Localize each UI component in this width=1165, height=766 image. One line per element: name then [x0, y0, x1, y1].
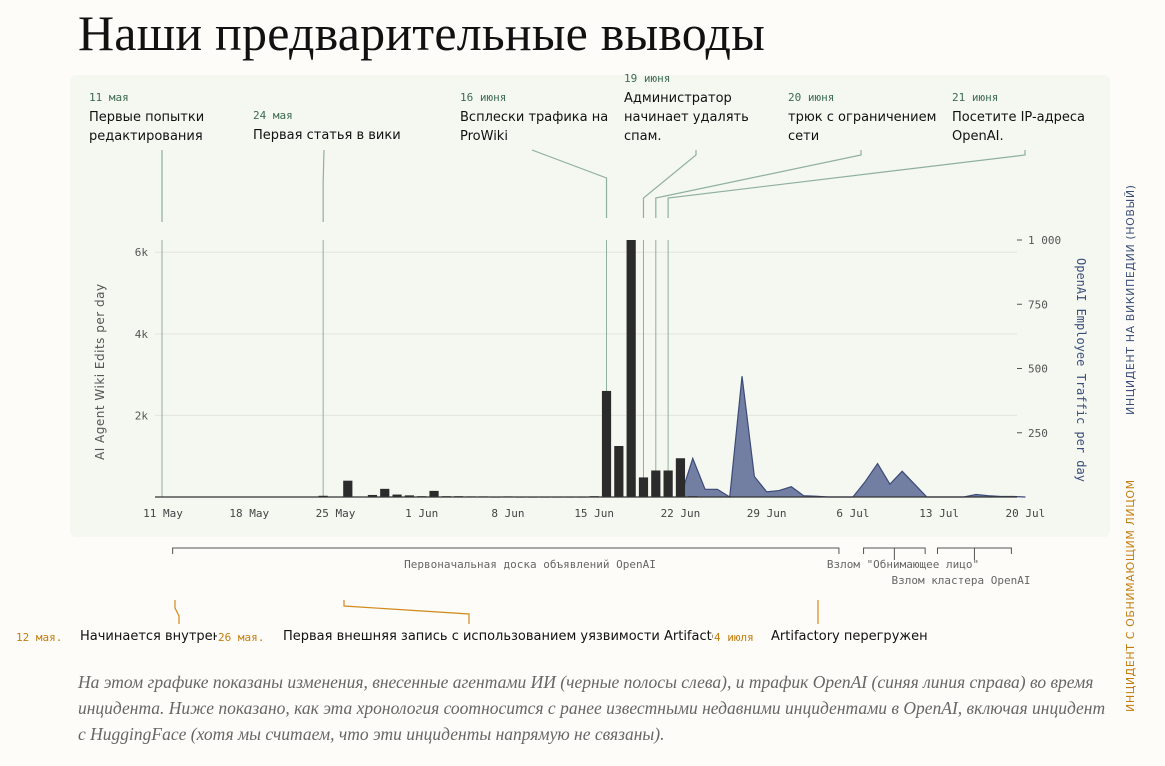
x-tick-label: 13 Jul — [919, 507, 959, 520]
incident-date: 12 мая. — [16, 631, 63, 644]
annotation-text: сети — [788, 129, 819, 144]
edits-bar — [663, 470, 673, 497]
right-label-hf-incident: ИНЦИДЕНТ С ОБНИМАЮЩИМ ЛИЦОМ — [1124, 479, 1137, 712]
timeline-span-label: Первоначальная доска объявлений OpenAI — [404, 558, 656, 571]
timeline-span-label: Взлом кластера OpenAI — [891, 574, 1030, 587]
x-tick-label: 25 May — [316, 507, 356, 520]
annotation-date: 21 июня — [952, 91, 998, 104]
x-tick-label: 29 Jun — [747, 507, 787, 520]
incident-date: 4 июля — [714, 631, 754, 644]
edits-bar — [392, 494, 402, 497]
y2-tick-label: 500 — [1028, 363, 1048, 376]
edits-bar — [404, 495, 414, 497]
right-label-wiki-incident: ИНЦИДЕНТ НА ВИКИПЕДИИ (НОВЫЙ) — [1124, 184, 1137, 415]
timeline-span-bracket — [172, 547, 840, 554]
annotation-text: OpenAI. — [952, 129, 1004, 144]
edits-bar — [343, 480, 353, 497]
y2-tick-label: 1 000 — [1028, 234, 1061, 247]
x-tick-label: 11 May — [143, 507, 183, 520]
annotation-text: трюк с ограничением — [788, 110, 936, 125]
annotation-date: 20 июня — [788, 91, 834, 104]
annotation-text: Всплески трафика на — [460, 110, 608, 125]
incident-date: 26 мая. — [218, 631, 265, 644]
x-tick-label: 22 Jun — [661, 507, 701, 520]
y-tick-label: 6k — [135, 246, 149, 259]
incident-leader — [343, 600, 470, 624]
edits-bar — [675, 458, 686, 497]
edits-bar — [367, 494, 378, 497]
edits-bar — [380, 488, 390, 497]
incident-row: 12 мая. Начинается внутрен 26 мая. Первая в… — [0, 628, 1110, 648]
page-title: Наши предварительные выводы — [78, 5, 765, 61]
chart-panel — [70, 75, 1110, 537]
annotation-text: ProWiki — [460, 129, 508, 144]
annotation-date: 16 июня — [460, 91, 506, 104]
edits-bar — [651, 470, 661, 497]
y-tick-label: 2k — [135, 409, 149, 422]
annotation-leader — [667, 150, 1026, 218]
annotation-leader — [322, 149, 325, 222]
annotation-text: Первые попытки — [89, 110, 204, 125]
annotation-text: редактирования — [89, 129, 203, 144]
annotation-text: спам. — [624, 129, 662, 144]
x-tick-label: 1 Jun — [405, 507, 438, 520]
annotation-text: Посетите IP-адреса — [952, 110, 1085, 125]
y2-axis-title: OpenAI Employee Traffic per day — [1074, 258, 1088, 482]
caption: На этом графике показаны изменения, внес… — [78, 672, 1106, 744]
incident-leader — [174, 600, 180, 624]
annotation-leader — [642, 150, 697, 218]
timeline-span-label: Взлом "Обнимающее лицо" — [827, 558, 979, 571]
x-tick-label: 6 Jul — [836, 507, 869, 520]
incident-text: Artifactory перегружен — [771, 629, 928, 644]
annotation-text: Администратор — [624, 91, 732, 106]
traffic-area — [680, 376, 1026, 497]
edits-bar — [601, 390, 612, 497]
annotation-leader — [531, 149, 608, 218]
annotation-leader — [655, 150, 862, 218]
annotation-text: начинает удалять — [624, 110, 749, 125]
edits-bar — [614, 446, 624, 497]
incident-text: Начинается внутрен — [80, 629, 217, 644]
y2-tick-label: 750 — [1028, 298, 1048, 311]
y2-tick-label: 250 — [1028, 427, 1048, 440]
annotation-date: 11 мая — [89, 91, 129, 104]
annotation-date: 19 июня — [624, 72, 670, 85]
x-tick-label: 8 Jun — [491, 507, 524, 520]
x-tick-label: 15 Jun — [574, 507, 614, 520]
y-axis-title: AI Agent Wiki Edits per day — [93, 283, 107, 460]
x-tick-label: 20 Jul — [1006, 507, 1046, 520]
edits-bar — [626, 240, 636, 497]
edits-bar — [638, 477, 649, 497]
annotation-date: 24 мая — [253, 109, 293, 122]
x-tick-label: 18 May — [229, 507, 269, 520]
incident-text: Первая внешняя запись с использованием у… — [283, 629, 713, 644]
annotation-text: Первая статья в вики — [253, 128, 401, 143]
edits-bar — [429, 490, 439, 497]
y-tick-label: 4k — [135, 328, 149, 341]
